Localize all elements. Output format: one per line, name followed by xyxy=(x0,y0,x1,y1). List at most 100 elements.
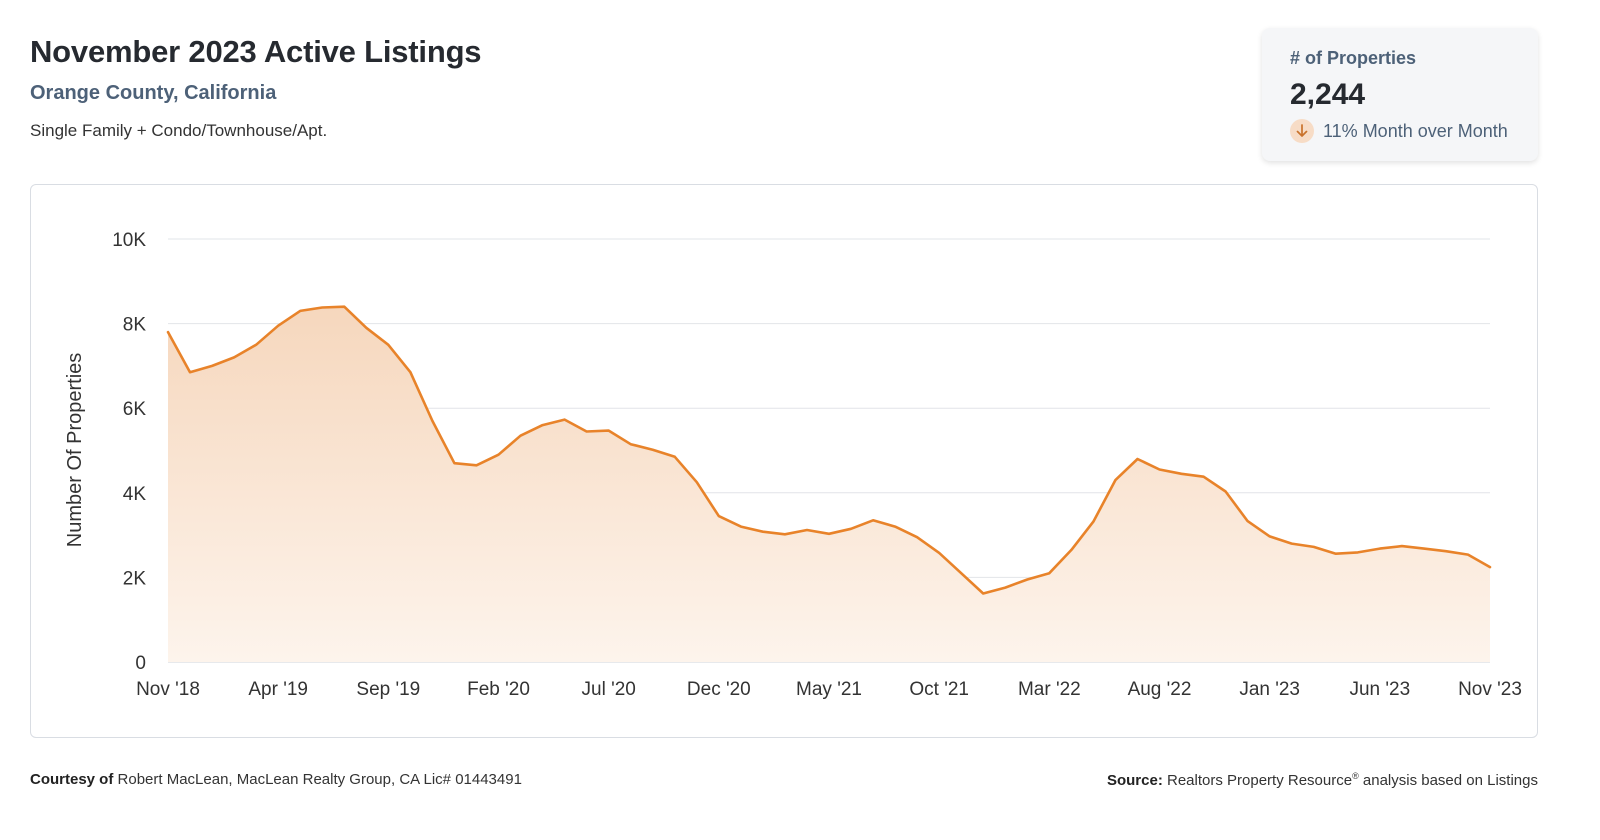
x-tick-label: May '21 xyxy=(796,679,862,700)
data-point xyxy=(1180,472,1184,476)
data-point xyxy=(386,343,390,347)
kpi-label: # of Properties xyxy=(1290,48,1417,68)
data-point xyxy=(408,370,412,374)
data-point xyxy=(827,532,831,536)
courtesy-text: Robert MacLean, MacLean Realty Group, CA… xyxy=(117,771,522,788)
data-point xyxy=(805,528,809,532)
data-point xyxy=(1003,586,1007,590)
data-point xyxy=(585,430,589,434)
x-tick-label: Jul '20 xyxy=(582,679,636,700)
data-point xyxy=(1444,549,1448,553)
series-line xyxy=(166,305,1492,595)
y-tick-label: 2K xyxy=(123,568,147,589)
data-point xyxy=(959,571,963,575)
data-point xyxy=(1290,542,1294,546)
x-tick-label: Nov '18 xyxy=(136,679,200,700)
data-point xyxy=(673,455,677,459)
data-point xyxy=(276,324,280,328)
data-point xyxy=(1069,548,1073,552)
data-point xyxy=(1025,578,1029,582)
data-point xyxy=(1202,475,1206,479)
data-point xyxy=(871,518,875,522)
data-point xyxy=(1091,520,1095,524)
data-point xyxy=(739,525,743,529)
data-point xyxy=(232,355,236,359)
x-tick-label: Aug '22 xyxy=(1128,679,1192,700)
data-point xyxy=(364,326,368,330)
data-point xyxy=(761,530,765,534)
data-point xyxy=(1113,478,1117,482)
data-point xyxy=(320,306,324,310)
kpi-value: 2,244 xyxy=(1290,78,1366,111)
data-point xyxy=(607,429,611,433)
property-types-description: Single Family + Condo/Townhouse/Apt. xyxy=(30,121,328,140)
data-point xyxy=(1422,547,1426,551)
data-point xyxy=(519,434,523,438)
location-subtitle: Orange County, California xyxy=(30,82,277,104)
data-point xyxy=(783,532,787,536)
data-point xyxy=(849,527,853,531)
y-tick-label: 8K xyxy=(123,315,147,336)
data-point xyxy=(188,370,192,374)
data-point xyxy=(1224,490,1228,494)
data-point xyxy=(629,442,633,446)
data-point xyxy=(1268,534,1272,538)
data-point xyxy=(1246,519,1250,523)
x-tick-label: Mar '22 xyxy=(1018,679,1081,700)
x-tick-label: Jan '23 xyxy=(1239,679,1300,700)
data-point xyxy=(1356,550,1360,554)
data-point xyxy=(563,418,567,422)
kpi-change-text: 11% Month over Month xyxy=(1323,120,1508,141)
data-point xyxy=(981,592,985,596)
arrow-down-icon xyxy=(1290,119,1314,143)
y-axis-label: Number Of Properties xyxy=(64,353,86,548)
data-point xyxy=(1400,544,1404,548)
x-tick-label: Oct '21 xyxy=(909,679,969,700)
data-point xyxy=(298,309,302,313)
kpi-change: 11% Month over Month xyxy=(1290,119,1538,143)
source-footer: Source: Realtors Property Resource® anal… xyxy=(1107,771,1538,789)
data-point xyxy=(1047,571,1051,575)
registered-mark: ® xyxy=(1352,771,1359,781)
data-point xyxy=(695,480,699,484)
data-point xyxy=(717,514,721,518)
data-point xyxy=(915,535,919,539)
x-tick-label: Nov '23 xyxy=(1458,679,1522,700)
data-point xyxy=(1158,468,1162,472)
data-point xyxy=(254,343,258,347)
page-title: November 2023 Active Listings xyxy=(30,34,482,69)
courtesy-footer: Courtesy of Robert MacLean, MacLean Real… xyxy=(30,771,522,788)
source-text: Realtors Property Resource xyxy=(1167,772,1353,789)
data-point xyxy=(937,551,941,555)
y-tick-label: 6K xyxy=(123,399,147,420)
y-tick-label: 0 xyxy=(135,653,146,674)
x-tick-label: Jun '23 xyxy=(1349,679,1410,700)
source-label: Source: xyxy=(1106,772,1163,789)
x-tick-label: Dec '20 xyxy=(687,679,751,700)
data-point xyxy=(430,419,434,423)
data-point xyxy=(166,330,170,334)
x-tick-label: Sep '19 xyxy=(356,679,420,700)
data-point xyxy=(1334,552,1338,556)
data-point xyxy=(210,364,214,368)
data-point xyxy=(342,305,346,309)
data-point xyxy=(1312,545,1316,549)
x-tick-label: Feb '20 xyxy=(467,679,530,700)
courtesy-label: Courtesy of xyxy=(30,771,114,788)
data-point xyxy=(452,461,456,465)
y-tick-label: 4K xyxy=(123,484,147,505)
data-point xyxy=(893,525,897,529)
area-fill xyxy=(168,306,1490,662)
source-text-suffix: analysis based on Listings xyxy=(1358,772,1538,789)
y-tick-label: 10K xyxy=(112,230,146,251)
chart-card: 0 2K 4K 6K 8K 10K Nov '18 Apr '19 Sep '19 Feb '2… xyxy=(30,184,1538,738)
x-tick-label: Apr '19 xyxy=(248,679,308,700)
y-axis-ticks: 0 2K 4K 6K 8K 10K xyxy=(112,230,146,674)
data-point xyxy=(1378,547,1382,551)
data-point xyxy=(497,453,501,457)
data-point xyxy=(1488,565,1492,569)
data-point xyxy=(541,423,545,427)
data-point xyxy=(1466,553,1470,557)
data-point xyxy=(651,448,655,452)
data-point xyxy=(1136,457,1140,461)
